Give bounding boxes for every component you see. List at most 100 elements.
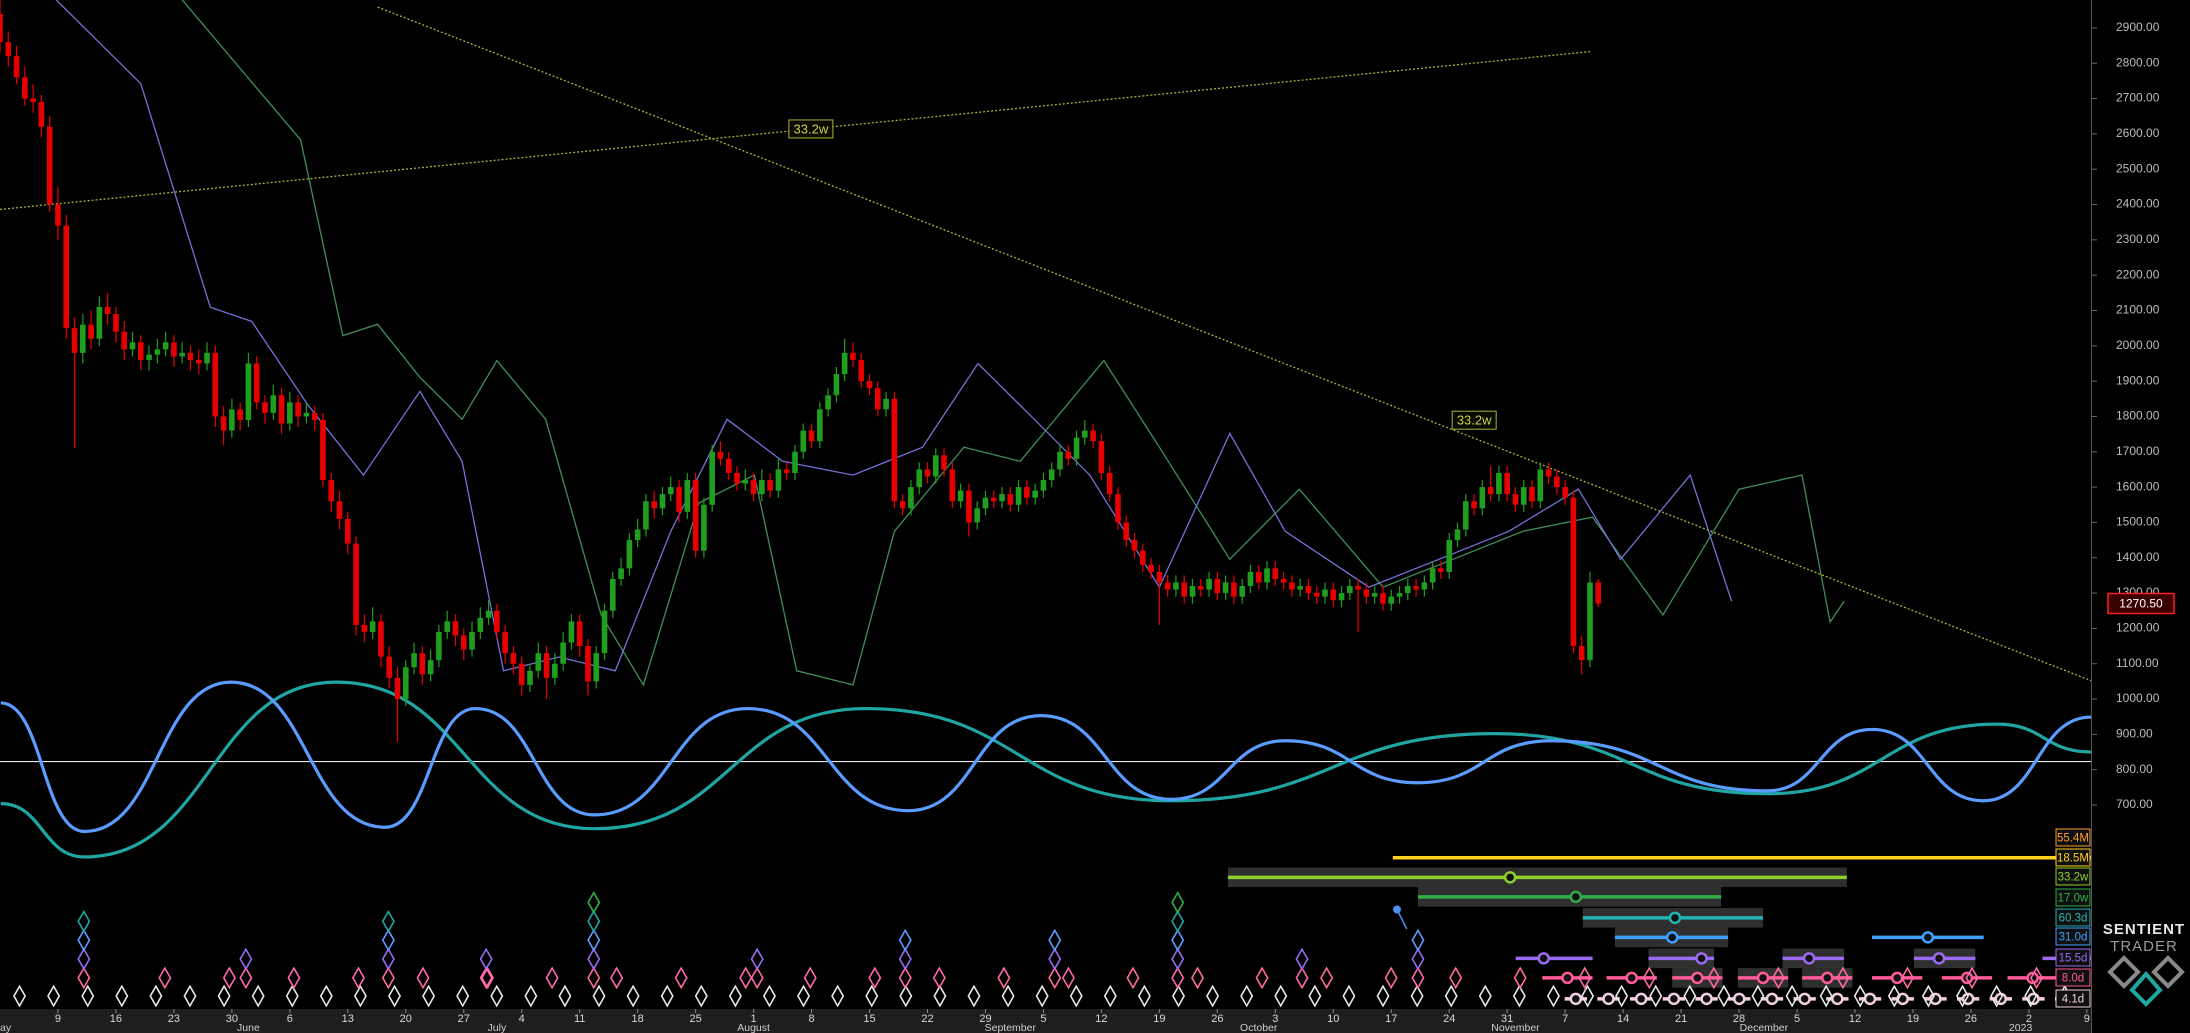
cycle-diamond: [660, 984, 674, 1008]
candle-body: [469, 631, 475, 650]
candle-body: [311, 412, 318, 420]
candle-body: [1504, 472, 1510, 495]
candle-body: [179, 352, 185, 357]
cycle-wave: [0, 680, 2092, 859]
cycle-diamond: [1411, 947, 1425, 971]
logo-line2: TRADER: [2110, 938, 2178, 955]
candle-body: [1032, 490, 1038, 498]
candle-body: [1140, 550, 1146, 565]
logo-mark: [2129, 970, 2163, 1007]
candle-body: [651, 501, 658, 509]
cycle-diamond: [239, 947, 253, 971]
cycle-diamond: [1171, 909, 1185, 933]
cycle-diamond: [1190, 966, 1205, 990]
candle-body: [1396, 593, 1403, 597]
candle-body: [1098, 441, 1105, 473]
y-tick-label: 1500.00: [2116, 515, 2160, 529]
candle-body: [378, 621, 384, 657]
candle-body: [659, 494, 666, 509]
candle-body: [875, 388, 881, 410]
candle-body: [1173, 582, 1179, 590]
cycle-diamond: [1707, 966, 1721, 990]
cycle-label: 33.2w: [2058, 872, 2089, 884]
cycle-diamond: [351, 966, 365, 990]
cycle-panel: [13, 856, 2092, 1008]
cycle-marker: [1691, 971, 1704, 985]
candle-body: [154, 349, 161, 355]
candle-body: [1363, 589, 1370, 597]
cycle-diamond: [610, 966, 624, 990]
candle-body: [775, 469, 782, 491]
candle-body: [485, 610, 492, 618]
cycle-label-box: [2055, 828, 2091, 847]
candle-body: [742, 480, 749, 484]
trend-label-box: [788, 119, 834, 139]
candle-body: [1115, 494, 1121, 523]
cycle-marker: [1503, 871, 1517, 884]
cycle-diamond: [77, 966, 91, 990]
candle-body: [568, 621, 575, 643]
x-tick-label: 16: [110, 1013, 122, 1025]
candle-body: [1388, 596, 1395, 604]
cycle-marker: [1602, 992, 1615, 1006]
candle-body: [1322, 589, 1328, 597]
candle-body: [245, 363, 252, 420]
pointer-dot: [1393, 905, 1401, 914]
candle-body: [1355, 586, 1361, 590]
cycle-diamond: [1546, 984, 1560, 1008]
cycle-diamond: [77, 909, 91, 933]
candle-body: [601, 610, 608, 654]
candle-body: [113, 314, 119, 332]
cycle-diamond: [490, 984, 504, 1008]
cycle-diamond: [2030, 966, 2044, 990]
cycle-marker: [1921, 931, 1935, 944]
cycle-marker: [1625, 971, 1638, 985]
candle-body: [1570, 497, 1577, 647]
y-tick-label: 2400.00: [2116, 197, 2160, 211]
x-tick-label: 1: [751, 1013, 757, 1025]
last-price-label: 1270.50: [2119, 597, 2163, 611]
candle-body: [1537, 469, 1544, 502]
cycle-diamond: [2024, 984, 2038, 1008]
candle-body: [643, 501, 649, 530]
candle-body: [137, 342, 144, 360]
candle-body: [88, 324, 94, 339]
candle-body: [63, 225, 70, 329]
candle-body: [1578, 646, 1585, 661]
cycle-diamond: [933, 984, 947, 1008]
cycle-diamond: [899, 984, 913, 1008]
cycle-diamond: [898, 928, 912, 952]
x-tick-label: 5: [1040, 1013, 1046, 1025]
cycle-diamond: [1785, 984, 1799, 1008]
cycle-diamond: [545, 966, 559, 990]
cycle-marker: [1890, 971, 1904, 985]
candle-body: [402, 667, 409, 700]
x-tick-label: 31: [1501, 1013, 1513, 1025]
x-tick-label: 19: [1907, 1013, 1919, 1025]
candle-body: [709, 451, 715, 505]
candle-body: [38, 102, 45, 127]
cycle-diamond: [694, 984, 708, 1008]
cycle-marker: [1695, 952, 1708, 965]
x-tick-label: 4: [519, 1013, 525, 1025]
candle-body: [436, 631, 442, 661]
cycle-diamond: [13, 984, 27, 1008]
last-price-box: [2107, 592, 2175, 615]
cycle-diamond: [1048, 947, 1062, 971]
candle-body: [1554, 476, 1560, 488]
cycle-diamond: [803, 966, 817, 990]
date-axis-strip: [0, 1009, 2091, 1033]
candle-body: [891, 398, 898, 502]
candle-body: [129, 342, 136, 350]
cycle-diamond: [1384, 966, 1398, 990]
candle-body: [908, 487, 914, 509]
candle-body: [552, 663, 558, 678]
candle-body: [502, 631, 508, 654]
candle-body: [974, 508, 980, 523]
candle-body: [1189, 586, 1196, 597]
candle-body: [1330, 589, 1337, 601]
cycle-marker: [1537, 952, 1550, 965]
candle-body: [1239, 586, 1245, 597]
